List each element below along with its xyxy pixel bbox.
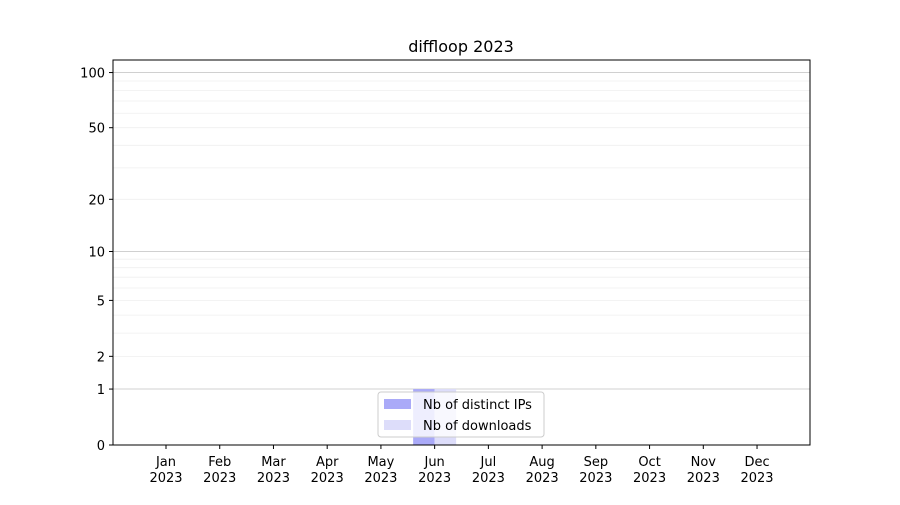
x-tick-label: Sep 2023 bbox=[579, 455, 612, 486]
legend-label: Nb of downloads bbox=[423, 419, 532, 434]
legend-swatch bbox=[384, 420, 411, 430]
y-tick-label: 50 bbox=[88, 122, 105, 137]
y-tick-label: 2 bbox=[97, 350, 105, 365]
x-tick-label: Jul 2023 bbox=[472, 455, 505, 486]
y-tick-label: 0 bbox=[97, 439, 105, 454]
plot-frame bbox=[112, 59, 811, 446]
y-tick-label: 5 bbox=[97, 294, 105, 309]
legend-swatch bbox=[384, 399, 411, 409]
x-tick-label: Dec 2023 bbox=[740, 455, 773, 486]
x-tick-label: May 2023 bbox=[364, 455, 397, 486]
y-tick-label: 10 bbox=[88, 245, 105, 260]
y-tick-label: 1 bbox=[97, 383, 105, 398]
legend-label: Nb of distinct IPs bbox=[423, 398, 532, 413]
x-tick-label: Oct 2023 bbox=[633, 455, 666, 486]
legend-box bbox=[377, 391, 545, 438]
x-tick-label: Apr 2023 bbox=[311, 455, 344, 486]
x-tick-label: Jan 2023 bbox=[149, 455, 182, 486]
chart-title: diffloop 2023 bbox=[408, 37, 514, 56]
x-tick-label: Aug 2023 bbox=[526, 455, 559, 486]
y-tick-label: 100 bbox=[80, 67, 105, 82]
x-tick-label: Nov 2023 bbox=[687, 455, 720, 486]
x-tick-label: Jun 2023 bbox=[418, 455, 451, 486]
x-tick-label: Feb 2023 bbox=[203, 455, 236, 486]
x-tick-label: Mar 2023 bbox=[257, 455, 290, 486]
y-tick-label: 20 bbox=[88, 193, 105, 208]
